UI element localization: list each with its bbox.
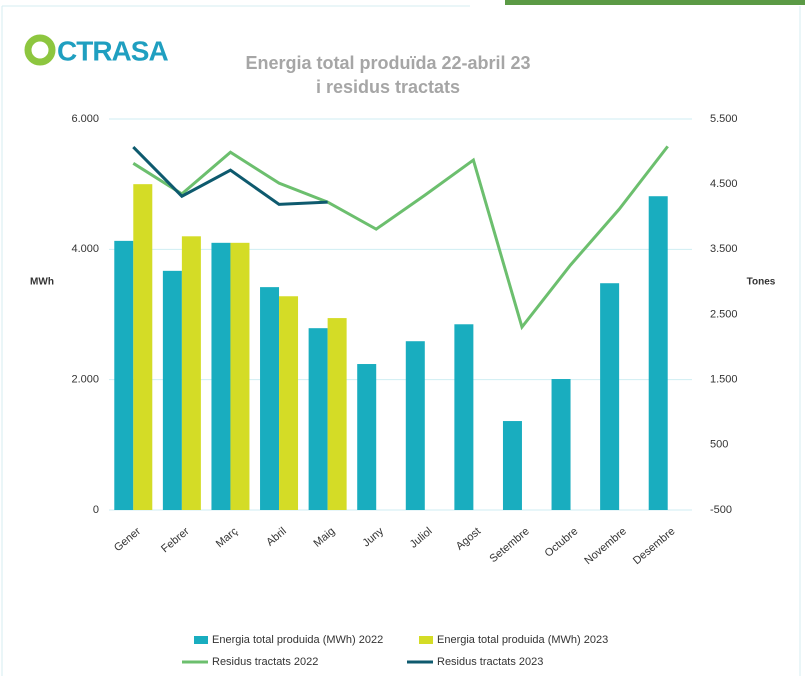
bar: [260, 287, 280, 510]
legend-swatch: [194, 636, 208, 644]
y2-tick-label: 4.500: [710, 178, 738, 190]
legend-label: Residus tractats 2023: [437, 656, 543, 668]
y-tick-label: 4.000: [71, 243, 99, 255]
y-tick-label: 6.000: [71, 113, 99, 125]
line: [132, 145, 669, 331]
legend-label: Residus tractats 2022: [212, 656, 318, 668]
y2-axis-label: Tones: [747, 277, 776, 288]
bar: [357, 364, 377, 510]
legend-swatch: [419, 636, 433, 644]
legend-label: Energia total produida (MWh) 2022: [212, 634, 383, 646]
bar: [308, 328, 328, 510]
bar: [502, 421, 522, 510]
bar: [648, 196, 668, 510]
y2-tick-label: 500: [710, 439, 728, 451]
bar: [230, 242, 250, 511]
y-tick-label: 2.000: [71, 374, 99, 386]
y2-tick-label: 3.500: [710, 243, 738, 255]
y2-tick-label: 1.500: [710, 374, 738, 386]
bar: [211, 242, 231, 511]
bar: [114, 240, 134, 510]
y-tick-label: 0: [93, 504, 99, 516]
logo: CTRASA: [57, 35, 168, 66]
chart-title: Energia total produïda 22-abril 23: [245, 53, 530, 73]
logo-icon: [24, 34, 56, 66]
y2-tick-label: -500: [710, 504, 732, 516]
y2-tick-label: 5.500: [710, 113, 738, 125]
top-bar: [505, 0, 805, 5]
bar: [133, 184, 153, 510]
bar: [405, 341, 425, 510]
bar: [181, 236, 201, 511]
y-axis-label: MWh: [30, 277, 54, 288]
bar: [162, 270, 182, 510]
bar: [454, 324, 474, 510]
line: [132, 145, 328, 206]
bar: [327, 318, 347, 510]
bar: [551, 379, 571, 510]
bar: [279, 296, 299, 510]
legend-label: Energia total produida (MWh) 2023: [437, 634, 608, 646]
y2-tick-label: 2.500: [710, 308, 738, 320]
bar: [600, 283, 620, 510]
chart-subtitle: i residus tractats: [316, 77, 460, 97]
